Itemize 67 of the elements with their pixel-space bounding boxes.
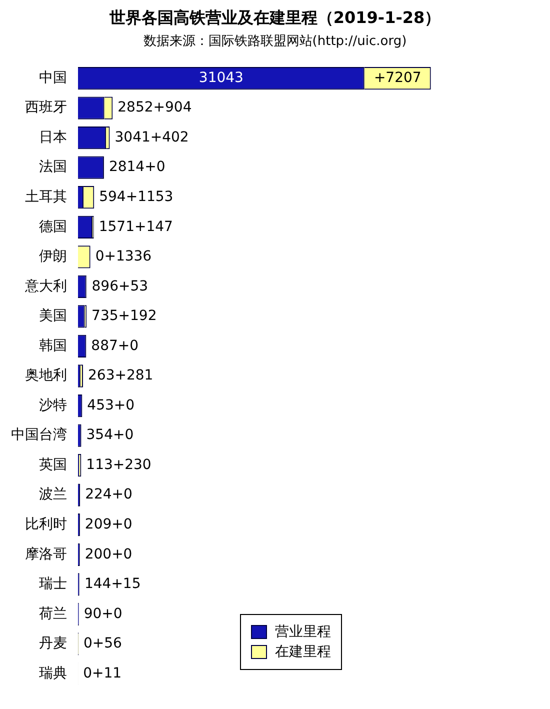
data-label: +15 bbox=[111, 576, 141, 592]
y-tick-label: 瑞士 bbox=[39, 576, 67, 592]
y-tick-label: 土耳其 bbox=[25, 189, 67, 206]
data-label: +0 bbox=[112, 427, 134, 444]
data-label: +230 bbox=[112, 456, 152, 473]
y-tick-label: 意大利 bbox=[24, 278, 67, 294]
data-label: 1571 bbox=[98, 218, 134, 235]
data-label: 0 bbox=[95, 248, 104, 265]
data-label: +1336 bbox=[104, 248, 152, 265]
y-tick-label: 西班牙 bbox=[25, 100, 67, 116]
data-label: 2814 bbox=[108, 159, 145, 176]
y-tick-label: 日本 bbox=[39, 129, 67, 146]
data-label: 0 bbox=[84, 636, 92, 652]
data-label: 144 bbox=[84, 576, 112, 592]
data-label: +11 bbox=[92, 665, 122, 682]
y-tick-label: 美国 bbox=[39, 308, 67, 324]
data-label: +0 bbox=[114, 397, 135, 414]
y-tick-label: 荷兰 bbox=[39, 606, 67, 622]
data-label: 453 bbox=[87, 397, 114, 414]
data-label: +192 bbox=[118, 308, 157, 324]
y-tick-label: 丹麦 bbox=[39, 636, 67, 652]
y-tick-label: 瑞典 bbox=[39, 665, 67, 682]
data-label: 896 bbox=[92, 278, 119, 294]
data-label: 263 bbox=[88, 368, 115, 384]
data-label: +281 bbox=[114, 368, 154, 384]
data-label: +56 bbox=[92, 636, 122, 652]
data-label: +904 bbox=[153, 100, 192, 116]
data-label: +0 bbox=[102, 606, 122, 622]
data-label: 31043 bbox=[198, 70, 244, 86]
y-tick-label: 韩国 bbox=[39, 338, 67, 354]
data-label: 887 bbox=[91, 338, 118, 354]
y-tick-label: 中国台湾 bbox=[11, 427, 67, 444]
data-label: +402 bbox=[150, 129, 189, 146]
legend-label: 在建里程 bbox=[275, 643, 331, 661]
data-label: 224 bbox=[85, 486, 112, 503]
y-tick-label: 伊朗 bbox=[39, 248, 67, 265]
data-label: +0 bbox=[118, 338, 139, 354]
data-label: +0 bbox=[112, 486, 132, 503]
data-label: +147 bbox=[134, 218, 173, 235]
y-tick-label: 波兰 bbox=[39, 486, 67, 503]
data-label: 200 bbox=[84, 546, 112, 562]
data-label: 209 bbox=[84, 516, 112, 532]
y-tick-label: 英国 bbox=[39, 456, 67, 473]
y-tick-label: 中国 bbox=[39, 70, 67, 86]
data-label: +53 bbox=[118, 278, 148, 294]
y-tick-label: 法国 bbox=[39, 159, 67, 176]
y-tick-label: 比利时 bbox=[25, 516, 67, 532]
data-label: +0 bbox=[112, 516, 132, 532]
y-tick-label: 奥地利 bbox=[25, 368, 67, 384]
data-label: +0 bbox=[112, 546, 132, 562]
y-tick-label: 沙特 bbox=[39, 397, 67, 414]
data-label: 90 bbox=[84, 606, 102, 622]
legend-label: 营业里程 bbox=[275, 623, 331, 641]
data-label: 2852 bbox=[118, 100, 154, 116]
y-tick-label: 德国 bbox=[39, 218, 67, 235]
data-label: +0 bbox=[144, 159, 166, 176]
y-tick-label: 摩洛哥 bbox=[25, 546, 67, 562]
source-note: 数据来源：国际铁路联盟网站(http://uic.org) bbox=[142, 33, 408, 51]
data-label: +7207 bbox=[374, 70, 422, 86]
data-label: 3041 bbox=[114, 129, 150, 146]
chart-title: 世界各国高铁营业及在建里程（2019-1-28） bbox=[108, 8, 442, 29]
data-label: 594 bbox=[99, 189, 126, 206]
data-label: 0 bbox=[83, 665, 92, 682]
data-label: +1153 bbox=[126, 189, 174, 206]
data-label: 354 bbox=[86, 427, 114, 444]
data-label: 735 bbox=[92, 308, 118, 324]
data-label: 113 bbox=[86, 456, 113, 473]
